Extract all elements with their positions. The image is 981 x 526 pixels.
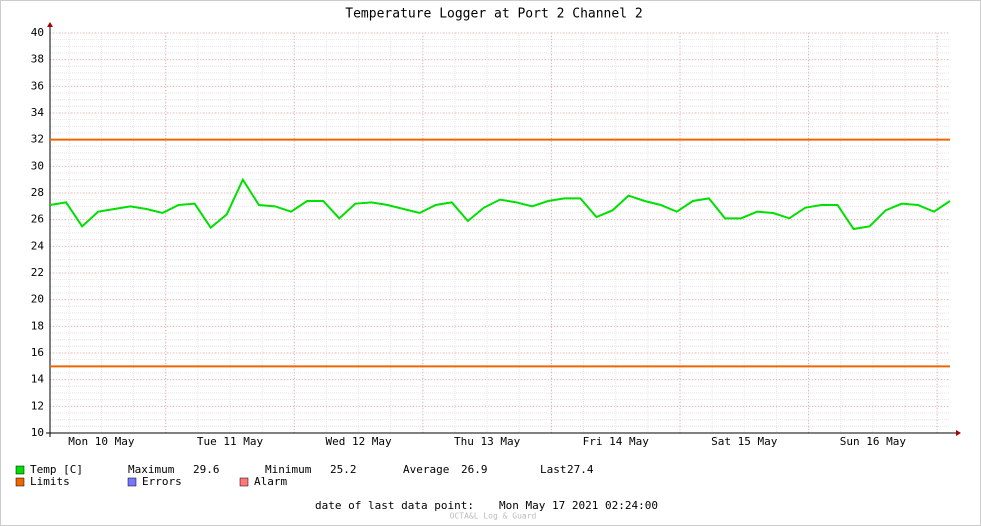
stat-value: 29.6 xyxy=(193,463,220,476)
watermark: OCTA&L Log & Guard xyxy=(450,512,537,521)
y-tick-label: 38 xyxy=(31,53,44,66)
y-tick-label: 36 xyxy=(31,79,44,92)
stat-value: 27.4 xyxy=(567,463,594,476)
x-tick-label: Fri 14 May xyxy=(583,435,650,448)
y-tick-label: 14 xyxy=(31,373,45,386)
y-tick-label: 30 xyxy=(31,159,44,172)
y-tick-label: 12 xyxy=(31,399,44,412)
legend-label: Alarm xyxy=(254,475,287,488)
x-tick-label: Sat 15 May xyxy=(711,435,778,448)
legend-swatch xyxy=(15,465,25,475)
x-tick-label: Thu 13 May xyxy=(454,435,521,448)
legend-label: Limits xyxy=(30,475,70,488)
footer-value: Mon May 17 2021 02:24:00 xyxy=(499,499,658,512)
legend-swatch xyxy=(239,477,249,487)
x-tick-label: Tue 11 May xyxy=(197,435,264,448)
stat-value: 26.9 xyxy=(461,463,488,476)
legend-swatch xyxy=(15,477,25,487)
y-tick-label: 28 xyxy=(31,186,44,199)
stat-name: Minimum xyxy=(265,463,312,476)
y-tick-label: 20 xyxy=(31,293,44,306)
y-tick-label: 18 xyxy=(31,319,44,332)
stat-name: Average xyxy=(403,463,449,476)
stat-name: Maximum xyxy=(128,463,175,476)
y-tick-label: 26 xyxy=(31,213,44,226)
temp-line xyxy=(49,177,951,231)
legend-label: Temp [C] xyxy=(30,463,83,476)
axis-arrow xyxy=(47,22,53,27)
x-tick-label: Mon 10 May xyxy=(68,435,135,448)
y-tick-label: 24 xyxy=(31,239,45,252)
stat-name: Last xyxy=(540,463,567,476)
y-tick-label: 32 xyxy=(31,133,44,146)
stat-value: 25.2 xyxy=(330,463,357,476)
x-tick-label: Sun 16 May xyxy=(840,435,907,448)
chart-title: Temperature Logger at Port 2 Channel 2 xyxy=(345,7,642,22)
y-tick-label: 16 xyxy=(31,346,44,359)
axis-arrow xyxy=(956,430,961,436)
y-tick-label: 10 xyxy=(31,426,44,439)
y-tick-label: 40 xyxy=(31,26,44,39)
footer-label: date of last data point: xyxy=(315,499,474,512)
legend-label: Errors xyxy=(142,475,182,488)
y-tick-label: 34 xyxy=(31,106,45,119)
y-tick-label: 22 xyxy=(31,266,44,279)
x-tick-label: Wed 12 May xyxy=(325,435,392,448)
legend-swatch xyxy=(127,477,137,487)
